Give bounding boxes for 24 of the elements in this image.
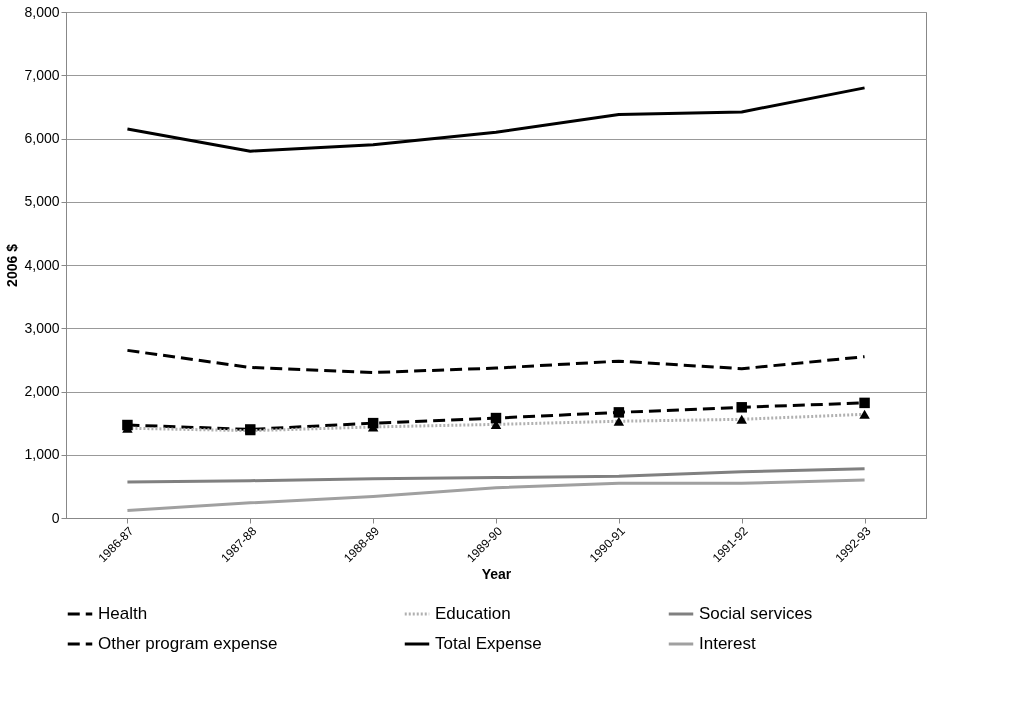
legend-label: Other program expense bbox=[98, 634, 278, 653]
legend-label: Education bbox=[435, 604, 511, 623]
legend-label: Total Expense bbox=[435, 634, 542, 653]
legend-label: Interest bbox=[699, 634, 756, 653]
y-tick-label: 5,000 bbox=[24, 193, 60, 210]
line-series bbox=[125, 86, 867, 153]
legend-label: Health bbox=[98, 604, 148, 623]
y-tick-label: 8,000 bbox=[24, 3, 60, 20]
line-series bbox=[125, 478, 867, 512]
point bbox=[736, 402, 747, 413]
y-axis-title: 2006 $ bbox=[4, 243, 21, 287]
y-tick-label: 6,000 bbox=[24, 130, 60, 146]
x-axis-title: Year bbox=[481, 566, 512, 583]
y-tick-label: 2,000 bbox=[24, 383, 60, 399]
line-series bbox=[125, 467, 867, 484]
y-tick-label: 1,000 bbox=[24, 446, 60, 463]
legend-label: Social services bbox=[699, 604, 813, 623]
point bbox=[859, 397, 870, 409]
y-tick-label: 3,000 bbox=[24, 319, 60, 336]
y-tick-label: 7,000 bbox=[24, 66, 60, 83]
line-series bbox=[125, 348, 867, 375]
y-tick-label: 4,000 bbox=[24, 256, 60, 273]
point bbox=[613, 407, 625, 418]
y-tick-label: 0 bbox=[51, 509, 60, 526]
